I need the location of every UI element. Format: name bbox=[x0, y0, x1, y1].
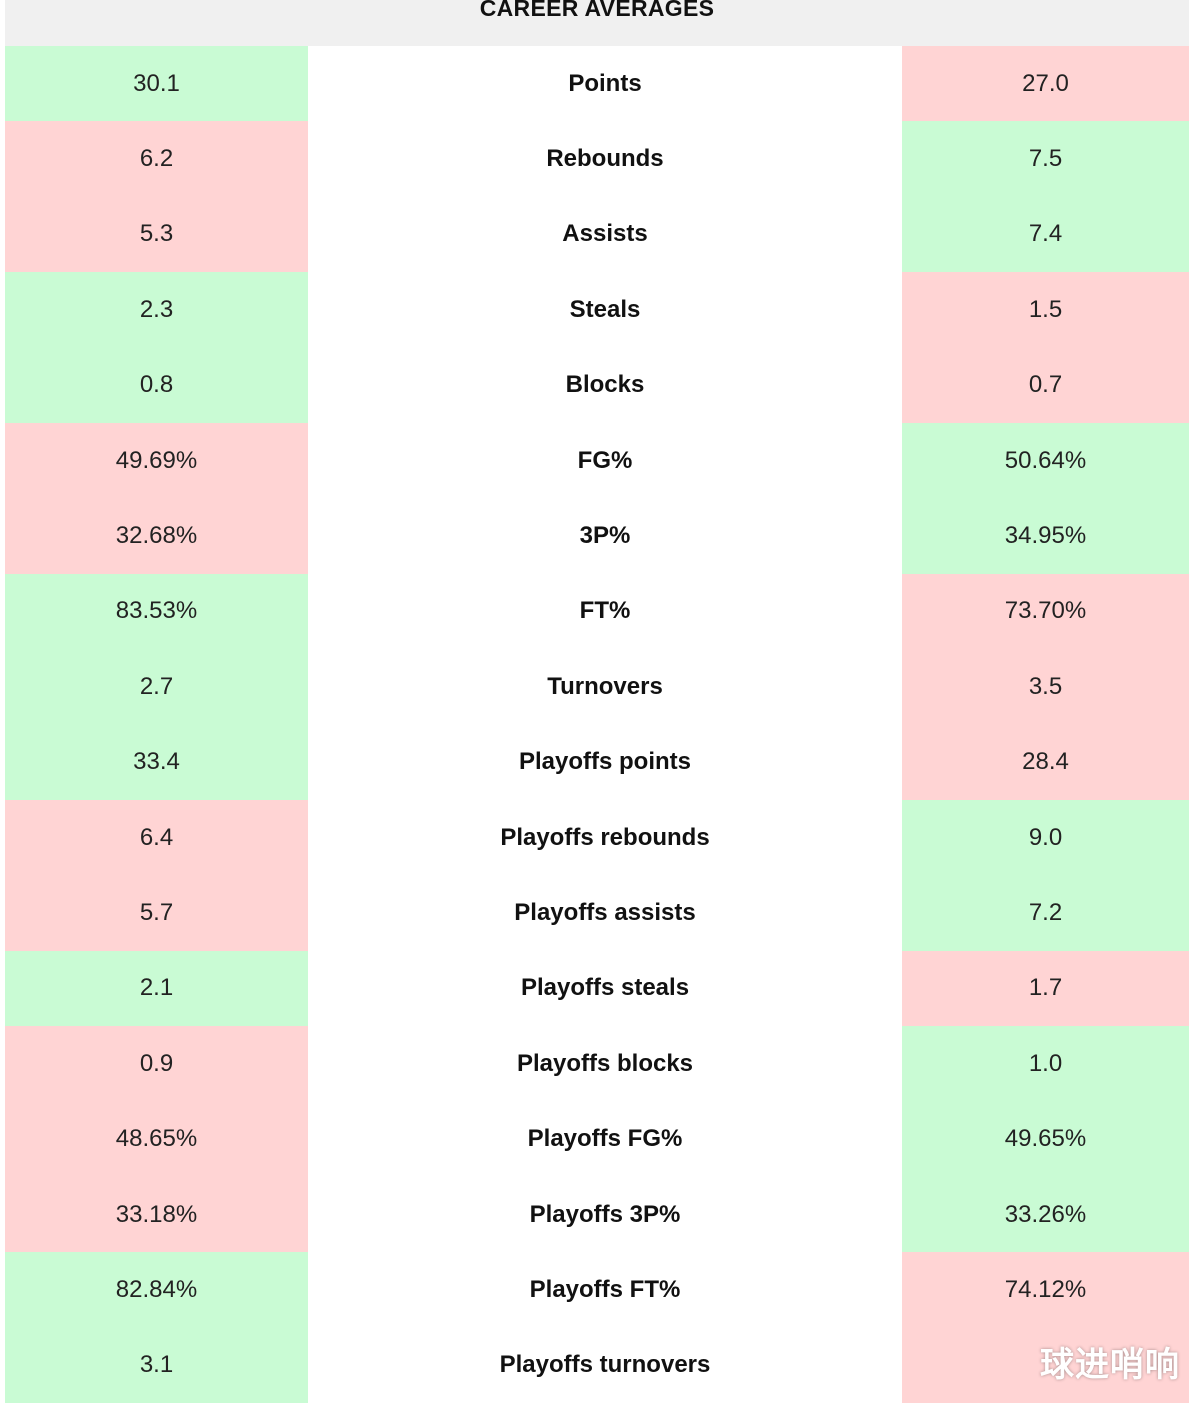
right-player-value: 3.5 bbox=[902, 649, 1189, 725]
table-row: 33.4 Playoffs points 28.4 bbox=[5, 724, 1189, 800]
table-row: 0.8 Blocks 0.7 bbox=[5, 347, 1189, 423]
watermark-text: 球进哨响 bbox=[1040, 1345, 1180, 1385]
right-player-value: 9.0 bbox=[902, 799, 1189, 876]
stat-label: Playoffs FG% bbox=[308, 1101, 902, 1177]
stat-label: Playoffs turnovers bbox=[308, 1327, 902, 1404]
left-player-value: 2.1 bbox=[5, 950, 308, 1027]
table-row: 2.3 Steals 1.5 bbox=[5, 272, 1189, 348]
table-row: 48.65% Playoffs FG% 49.65% bbox=[5, 1101, 1189, 1177]
stat-label: Points bbox=[308, 46, 902, 122]
left-player-value: 2.7 bbox=[5, 649, 308, 725]
left-player-value: 83.53% bbox=[5, 573, 308, 650]
left-player-value: 32.68% bbox=[5, 498, 308, 574]
stat-label: Playoffs assists bbox=[308, 875, 902, 951]
left-player-value: 3.1 bbox=[5, 1327, 308, 1404]
table-header: CAREER AVERAGES bbox=[5, 0, 1189, 46]
table-row: 30.1 Points 27.0 bbox=[5, 46, 1189, 122]
stat-label: FT% bbox=[308, 573, 902, 650]
stat-label: Playoffs steals bbox=[308, 950, 902, 1027]
stat-label: 3P% bbox=[308, 498, 902, 574]
right-player-value: 0.7 bbox=[902, 347, 1189, 423]
right-player-value: 50.64% bbox=[902, 422, 1189, 499]
stats-table: 30.1 Points 27.0 6.2 Rebounds 7.5 5.3 As… bbox=[5, 46, 1189, 1404]
right-player-value: 7.5 bbox=[902, 121, 1189, 197]
left-player-value: 5.7 bbox=[5, 875, 308, 951]
right-player-value: 28.4 bbox=[902, 724, 1189, 800]
left-player-value: 30.1 bbox=[5, 46, 308, 122]
left-player-value: 33.4 bbox=[5, 724, 308, 800]
table-row: 2.7 Turnovers 3.5 bbox=[5, 649, 1189, 725]
table-row: 33.18% Playoffs 3P% 33.26% bbox=[5, 1176, 1189, 1253]
right-player-value: 1.7 bbox=[902, 950, 1189, 1027]
stat-label: Turnovers bbox=[308, 649, 902, 725]
stat-label: Playoffs rebounds bbox=[308, 799, 902, 876]
table-row: 49.69% FG% 50.64% bbox=[5, 422, 1189, 499]
right-player-value: 7.4 bbox=[902, 196, 1189, 273]
right-player-value: 7.2 bbox=[902, 875, 1189, 951]
left-player-value: 5.3 bbox=[5, 196, 308, 273]
stat-label: Assists bbox=[308, 196, 902, 273]
left-player-value: 82.84% bbox=[5, 1252, 308, 1328]
stat-label: Playoffs 3P% bbox=[308, 1176, 902, 1253]
stat-label: Rebounds bbox=[308, 121, 902, 197]
table-row: 5.7 Playoffs assists 7.2 bbox=[5, 875, 1189, 951]
left-player-value: 48.65% bbox=[5, 1101, 308, 1177]
right-player-value: 27.0 bbox=[902, 46, 1189, 122]
left-player-value: 6.2 bbox=[5, 121, 308, 197]
table-row: 6.2 Rebounds 7.5 bbox=[5, 121, 1189, 197]
right-player-value: 1.5 bbox=[902, 272, 1189, 348]
left-player-value: 49.69% bbox=[5, 422, 308, 499]
right-player-value: 1.0 bbox=[902, 1026, 1189, 1102]
stat-label: Playoffs points bbox=[308, 724, 902, 800]
right-player-value: 49.65% bbox=[902, 1101, 1189, 1177]
table-row: 2.1 Playoffs steals 1.7 bbox=[5, 950, 1189, 1027]
stat-label: Playoffs FT% bbox=[308, 1252, 902, 1328]
table-title: CAREER AVERAGES bbox=[479, 0, 715, 21]
left-player-value: 2.3 bbox=[5, 272, 308, 348]
right-player-value: 74.12% bbox=[902, 1252, 1189, 1328]
right-player-value: 73.70% bbox=[902, 573, 1189, 650]
right-player-value bbox=[902, 1327, 1189, 1404]
table-row: 5.3 Assists 7.4 bbox=[5, 196, 1189, 273]
stat-label: Playoffs blocks bbox=[308, 1026, 902, 1102]
table-row: 6.4 Playoffs rebounds 9.0 bbox=[5, 799, 1189, 876]
stat-label: FG% bbox=[308, 422, 902, 499]
left-player-value: 0.8 bbox=[5, 347, 308, 423]
left-player-value: 6.4 bbox=[5, 799, 308, 876]
table-row: 82.84% Playoffs FT% 74.12% bbox=[5, 1252, 1189, 1328]
stat-label: Blocks bbox=[308, 347, 902, 423]
right-player-value: 34.95% bbox=[902, 498, 1189, 574]
table-row: 3.1 Playoffs turnovers bbox=[5, 1327, 1189, 1404]
table-row: 0.9 Playoffs blocks 1.0 bbox=[5, 1026, 1189, 1102]
left-player-value: 33.18% bbox=[5, 1176, 308, 1253]
stat-label: Steals bbox=[308, 272, 902, 348]
right-player-value: 33.26% bbox=[902, 1176, 1189, 1253]
table-row: 83.53% FT% 73.70% bbox=[5, 573, 1189, 650]
table-row: 32.68% 3P% 34.95% bbox=[5, 498, 1189, 574]
left-player-value: 0.9 bbox=[5, 1026, 308, 1102]
